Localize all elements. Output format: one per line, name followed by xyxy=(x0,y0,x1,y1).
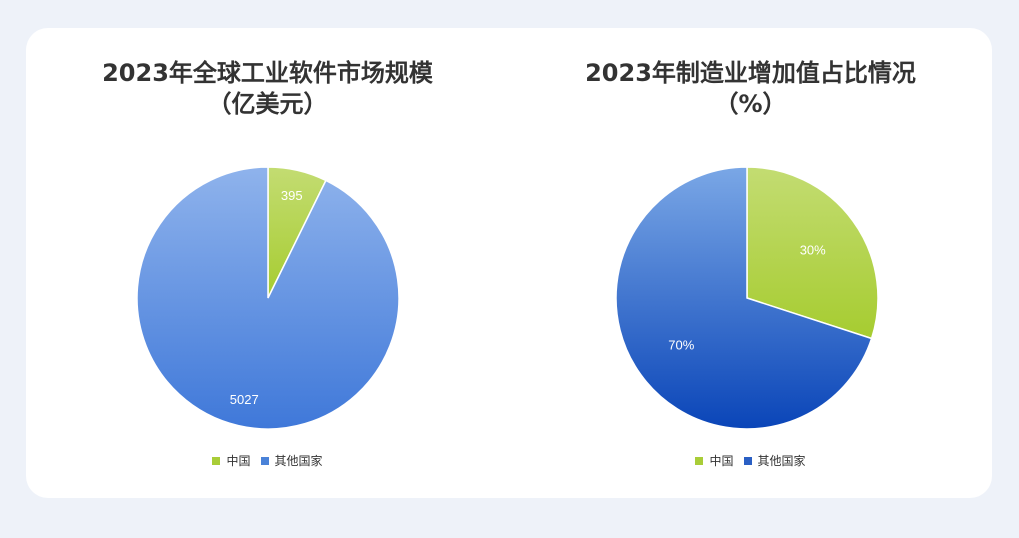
chart-panel-software-market: 2023年全球工业软件市场规模 （亿美元） 395 5027 中国 其他国家 xyxy=(26,28,509,498)
pie-slice-other xyxy=(615,166,873,430)
legend-item-china: 中国 xyxy=(212,452,251,469)
legend-item-other: 其他国家 xyxy=(743,452,806,469)
legend-label-other: 其他国家 xyxy=(757,454,806,468)
legend-label-china: 中国 xyxy=(226,454,251,468)
chart-title-line-1: 2023年全球工业软件市场规模 xyxy=(102,59,433,87)
legend-swatch-other xyxy=(260,456,269,465)
legend-swatch-china xyxy=(212,456,221,465)
pie-chart-manufacturing-share: 30% 70% xyxy=(615,166,879,430)
chart-card: 2023年全球工业软件市场规模 （亿美元） 395 5027 中国 其他国家 20… xyxy=(26,28,992,498)
chart-legend: 中国 其他国家 xyxy=(509,452,992,469)
pie-slice-other xyxy=(136,166,400,430)
data-label-china: 30% xyxy=(800,242,826,257)
legend-swatch-other xyxy=(743,456,752,465)
legend-label-china: 中国 xyxy=(709,454,734,468)
legend-item-other: 其他国家 xyxy=(260,452,323,469)
legend-item-china: 中国 xyxy=(695,452,734,469)
chart-title-line-1: 2023年制造业增加值占比情况 xyxy=(585,59,916,87)
legend-swatch-china xyxy=(695,456,704,465)
chart-title: 2023年制造业增加值占比情况 （%） xyxy=(509,58,992,120)
pie-slice-china xyxy=(746,166,879,340)
data-label-other: 5027 xyxy=(230,392,259,407)
chart-title-line-2: （亿美元） xyxy=(207,90,328,118)
data-label-china: 395 xyxy=(281,188,303,203)
pie-chart-software-market: 395 5027 xyxy=(136,166,400,430)
chart-title: 2023年全球工业软件市场规模 （亿美元） xyxy=(26,58,509,120)
data-label-other: 70% xyxy=(668,338,694,353)
chart-legend: 中国 其他国家 xyxy=(26,452,509,469)
legend-label-other: 其他国家 xyxy=(274,454,323,468)
chart-title-line-2: （%） xyxy=(714,90,787,118)
chart-panel-manufacturing-share: 2023年制造业增加值占比情况 （%） 30% 70% 中国 其他国家 xyxy=(509,28,992,498)
